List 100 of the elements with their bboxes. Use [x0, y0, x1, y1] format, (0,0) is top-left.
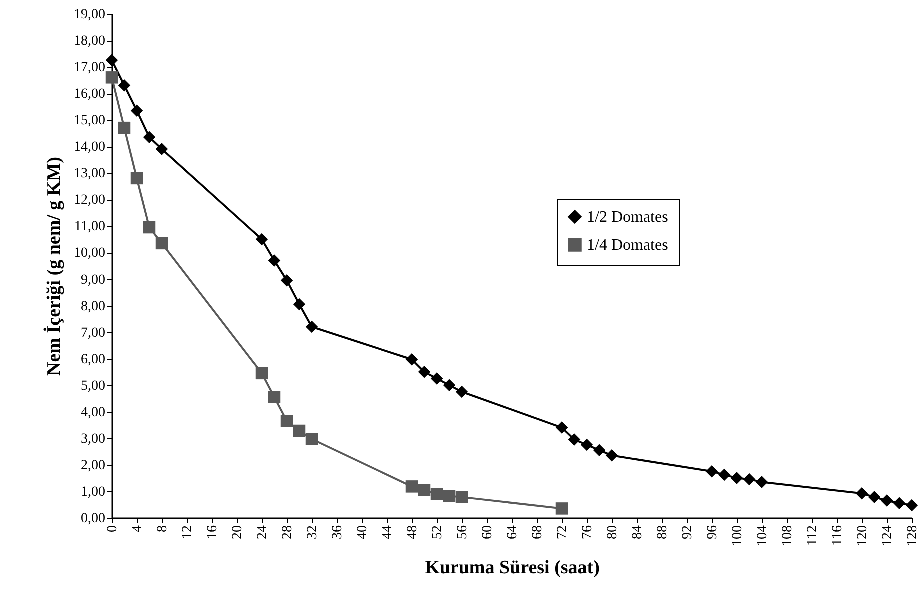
point: [130, 104, 144, 117]
point: [106, 72, 118, 84]
x-tick-label: 92: [680, 526, 696, 540]
point: [456, 491, 468, 504]
y-tick-label: 8,00: [81, 299, 106, 314]
y-tick-label: 4,00: [81, 405, 106, 420]
x-tick-label: 56: [456, 526, 470, 540]
point: [856, 487, 868, 500]
point: [456, 386, 468, 398]
x-tick-label: 40: [356, 526, 370, 540]
y-tick-label: 5,00: [81, 378, 106, 394]
point: [893, 497, 906, 510]
point: [118, 79, 131, 92]
y-tick-label: 2,00: [81, 458, 106, 474]
point: [430, 488, 444, 500]
point: [730, 472, 744, 484]
y-tick-label: 6,00: [81, 352, 106, 368]
point: [293, 424, 306, 438]
point: [306, 433, 318, 446]
point: [256, 233, 268, 246]
y-tick-label: 14,00: [74, 140, 106, 156]
x-tick-label: 72: [556, 526, 570, 540]
y-tick-label: 3,00: [81, 432, 106, 447]
x-tick-label: 64: [506, 526, 520, 540]
point: [143, 131, 156, 144]
point: [568, 434, 581, 446]
x-tick-label: 80: [606, 526, 620, 540]
x-tick-label: 0: [106, 526, 120, 532]
x-tick-label: 96: [706, 526, 720, 540]
point: [406, 354, 418, 366]
x-tick-label: 48: [406, 526, 420, 540]
point: [268, 254, 281, 267]
point: [268, 391, 281, 404]
point: [418, 366, 431, 378]
x-tick-label: 128: [906, 526, 920, 546]
y-tick-label: 12,00: [74, 193, 106, 208]
point: [606, 450, 618, 462]
point: [156, 237, 168, 250]
point: [868, 491, 881, 504]
y-tick-label: 19,00: [74, 8, 106, 22]
x-tick-label: 116: [830, 526, 846, 546]
x-tick-label: 32: [306, 526, 320, 540]
y-tick-label: 9,00: [81, 272, 106, 288]
legend-label: 1/4 Domates: [587, 237, 668, 254]
x-tick-label: 124: [880, 526, 896, 546]
x-tick-label: 88: [656, 526, 670, 540]
x-tick-label: 100: [730, 526, 746, 546]
point: [580, 438, 594, 452]
x-tick-label: 24: [256, 526, 270, 540]
legend-label: 1/2 Domates: [587, 209, 668, 226]
y-tick-label: 11,00: [74, 220, 106, 235]
x-axis-title: Kuruma Süresi (saat): [425, 558, 600, 578]
y-tick-label: 7,00: [81, 326, 106, 341]
y-tick-label: 13,00: [74, 166, 106, 182]
x-tick-label: 68: [530, 526, 546, 540]
point: [293, 298, 306, 311]
x-tick-label: 44: [380, 526, 396, 540]
point: [706, 465, 718, 478]
point: [406, 480, 418, 493]
x-tick-label: 28: [280, 526, 296, 540]
x-tick-label: 104: [756, 526, 770, 546]
point: [143, 221, 156, 234]
x-tick-label: 84: [630, 526, 646, 540]
y-tick-label: 0,00: [81, 512, 106, 526]
point: [118, 122, 131, 134]
point: [130, 172, 144, 185]
point: [556, 502, 568, 515]
point: [718, 468, 731, 482]
point: [443, 490, 456, 502]
x-tick-label: 76: [580, 526, 596, 540]
y-tick-label: 18,00: [74, 34, 106, 50]
x-tick-label: 36: [330, 526, 346, 540]
point: [880, 494, 894, 507]
x-tick-label: 16: [206, 526, 220, 540]
point: [280, 415, 294, 428]
point: [906, 499, 918, 512]
point: [280, 274, 294, 287]
point: [443, 379, 456, 392]
y-tick-label: 1,00: [81, 484, 106, 500]
x-tick-label: 20: [230, 526, 246, 540]
point: [256, 367, 268, 380]
point: [556, 422, 568, 434]
point: [156, 143, 168, 156]
x-tick-label: 112: [806, 526, 820, 546]
x-tick-label: 120: [856, 526, 870, 546]
x-tick-label: 4: [130, 526, 146, 532]
point: [756, 476, 768, 488]
y-tick-label: 10,00: [74, 246, 106, 262]
x-tick-label: 108: [780, 526, 796, 546]
x-tick-label: 60: [480, 526, 496, 540]
y-tick-label: 15,00: [74, 114, 106, 129]
point: [430, 372, 444, 385]
point: [306, 320, 318, 334]
point: [743, 473, 756, 486]
x-tick-label: 12: [180, 526, 196, 540]
x-tick-label: 8: [156, 526, 170, 532]
y-axis-title: Nem İçeriği (g nem/ g KM): [43, 157, 65, 376]
y-tick-label: 17,00: [74, 60, 106, 76]
y-tick-label: 16,00: [74, 87, 106, 102]
point: [593, 444, 606, 456]
